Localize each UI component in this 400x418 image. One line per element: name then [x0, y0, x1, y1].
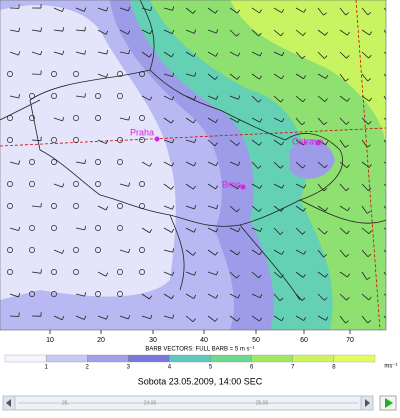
colorbar-unit: ms⁻¹: [384, 364, 397, 370]
axis-label: 50: [252, 337, 260, 344]
axis-label: 40: [200, 337, 208, 344]
colorbar-swatch: [5, 355, 46, 362]
city-dot: [155, 137, 160, 142]
colorbar-label: 2: [86, 365, 90, 371]
barb-tick: [391, 121, 394, 124]
barb-tick: [389, 277, 392, 279]
axis-label: 70: [346, 337, 354, 344]
barb-tick: [389, 211, 392, 213]
colorbar-label: 4: [168, 365, 172, 371]
colorbar-swatch: [211, 355, 252, 362]
barb-note: BARB VECTORS: FULL BARB = 5 m s⁻¹: [145, 347, 254, 353]
colorbar-swatch: [87, 355, 128, 362]
axis-label: 60: [300, 337, 308, 344]
colorbar-swatch: [128, 355, 169, 362]
city-dot: [241, 185, 246, 190]
city-label: Ostrava: [292, 136, 324, 146]
colorbar-label: 1: [44, 365, 48, 371]
barb-tick: [63, 27, 64, 31]
barb-tick: [85, 93, 86, 97]
barb-tick: [390, 12, 393, 15]
timeline-label: 24.05: [144, 400, 157, 406]
city-label: Praha: [130, 127, 154, 137]
timeline-label: 25.: [62, 400, 69, 406]
timeline-label: 25.05: [256, 400, 269, 406]
barb-tick: [390, 145, 393, 147]
barb-tick: [391, 164, 393, 167]
barb-tick: [391, 297, 394, 300]
axis-label: 30: [149, 337, 157, 344]
barb-tick: [391, 55, 394, 58]
colorbar-swatch: [46, 355, 87, 362]
colorbar-label: 7: [291, 365, 295, 371]
colorbar-label: 3: [127, 365, 131, 371]
colorbar-label: 8: [332, 365, 336, 371]
colorbar-swatch: [334, 355, 375, 362]
axis-label: 20: [97, 337, 105, 344]
axis-label: 10: [46, 337, 54, 344]
barb-tick: [390, 320, 393, 323]
colorbar-label: 5: [209, 365, 213, 371]
colorbar-swatch: [169, 355, 210, 362]
barb-tick: [389, 35, 392, 37]
map: Praha Ostrava Brno: [0, 0, 394, 330]
x-axis: 10 20 30 40 50 60 70: [46, 330, 354, 344]
barb-tick: [390, 254, 393, 257]
colorbar-swatch: [293, 355, 334, 362]
barb-tick: [389, 102, 392, 104]
barb-tick: [390, 188, 393, 191]
colorbar: 1 2 3 4 5 6 7 8: [5, 355, 375, 371]
colorbar-swatch: [252, 355, 293, 362]
barb-tick: [390, 78, 393, 81]
time-title: Sobota 23.05.2009, 14:00 SEC: [138, 376, 263, 386]
city-label: Brno: [222, 179, 241, 189]
timeline: 25. 24.05 25.05: [3, 396, 396, 410]
colorbar-label: 6: [250, 365, 254, 371]
barb-tick: [391, 230, 393, 233]
